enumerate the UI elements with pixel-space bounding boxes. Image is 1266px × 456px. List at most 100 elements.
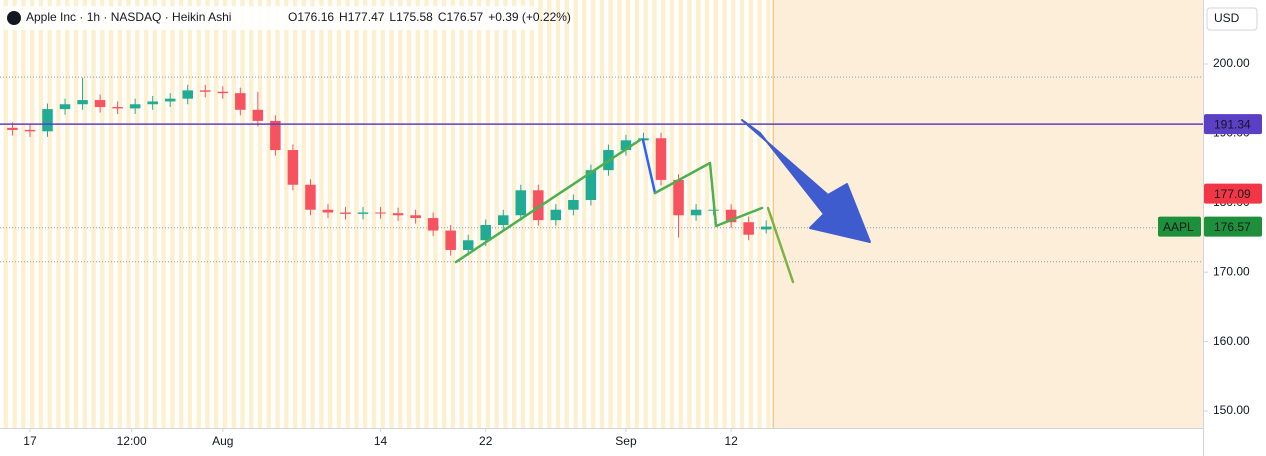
session-stripe [3,0,9,428]
session-stripe [135,0,140,428]
candle-body [77,100,88,105]
zigzag [641,138,657,195]
background [3,0,1203,428]
session-stripe [292,0,298,428]
candle-body [164,98,176,102]
candle-body [375,212,386,214]
session-stripe [459,0,464,428]
candle-body [533,190,544,221]
symbol-tag-label: AAPL [1163,220,1194,234]
candle-body [235,93,246,110]
candle-body [585,170,597,201]
session-stripe [582,0,587,428]
price-tag-label: 177.09 [1214,187,1251,201]
candle-body [357,212,369,214]
y-tick-label: 200.00 [1213,56,1250,70]
session-stripe [371,0,377,428]
session-stripe [266,0,271,428]
session-stripe [196,0,201,428]
session-stripe [704,0,710,428]
candle-body [568,200,579,210]
session-stripe [757,0,762,428]
session-stripe [625,0,631,428]
candle-body [42,109,53,132]
session-stripe [161,0,166,428]
session-stripe [187,0,193,428]
ohlc-value: +0.39 (+0.22%) [488,10,571,24]
session-stripe [327,0,333,428]
candle-body [550,209,562,221]
session-stripe [547,0,552,428]
session-stripe [433,0,438,428]
arrow [741,119,871,243]
session-stripe [205,0,210,428]
session-stripe [529,0,534,428]
session-stripe [21,0,26,428]
candle-body [480,225,491,241]
session-stripe [319,0,324,428]
candle-body [182,90,193,99]
session-stripe [152,0,158,428]
x-tick-label: Sep [615,434,637,448]
session-stripe [476,0,482,428]
candle-body [200,90,211,92]
session-stripe [424,0,429,428]
candle-body [340,212,351,214]
trend-line [454,138,642,264]
session-stripe [38,0,44,428]
session-stripe [73,0,79,428]
chart-title: Apple Inc · 1h · NASDAQ · Heikin Ashi [26,10,231,24]
candle-body [690,209,702,216]
session-stripe [652,0,657,428]
session-stripe [12,0,17,428]
candle-body [427,218,439,231]
ohlc-value: O176.16 [288,10,334,24]
session-stripe [363,0,368,428]
x-tick-label: 14 [374,434,388,448]
candle-body [129,104,141,109]
session-stripe [503,0,508,428]
candle-body [305,184,316,210]
session-stripe [100,0,105,428]
session-stripe [47,0,52,428]
session-stripe [310,0,315,428]
session-stripe [512,0,517,428]
session-stripe [380,0,385,428]
currency-box[interactable] [1206,7,1258,31]
price-tag [1204,183,1262,204]
session-stripe [222,0,228,428]
candle-body [462,240,474,250]
candle-body [322,209,334,213]
session-stripe [468,0,473,428]
session-stripe [108,0,114,428]
candle-body [725,209,737,223]
session-stripe [739,0,745,428]
session-stripe [450,0,456,428]
candle-body [620,140,632,151]
session-stripe [415,0,420,428]
session-stripe [599,0,605,428]
session-stripe [345,0,350,428]
candle-body [497,215,509,226]
session-stripe [766,0,771,428]
zigzag [653,161,764,228]
session-stripe [590,0,596,428]
session-stripe [669,0,675,428]
y-tick-label: 160.00 [1213,334,1250,348]
candle-body [24,129,36,132]
ohlc-value: C176.57 [438,10,484,24]
candle-body [655,138,667,180]
candle-body [252,109,264,121]
session-stripe [170,0,175,428]
x-tick-label: 12 [724,434,738,448]
session-stripe [389,0,394,428]
candle-body [217,91,229,94]
x-tick-label: 12:00 [117,434,147,448]
session-stripe [634,0,640,428]
session-stripe [56,0,61,428]
session-stripe [722,0,727,428]
session-stripe [231,0,236,428]
header: Apple Inc · 1h · NASDAQ · Heikin Ashi O1… [4,6,571,30]
session-stripe [257,0,263,428]
